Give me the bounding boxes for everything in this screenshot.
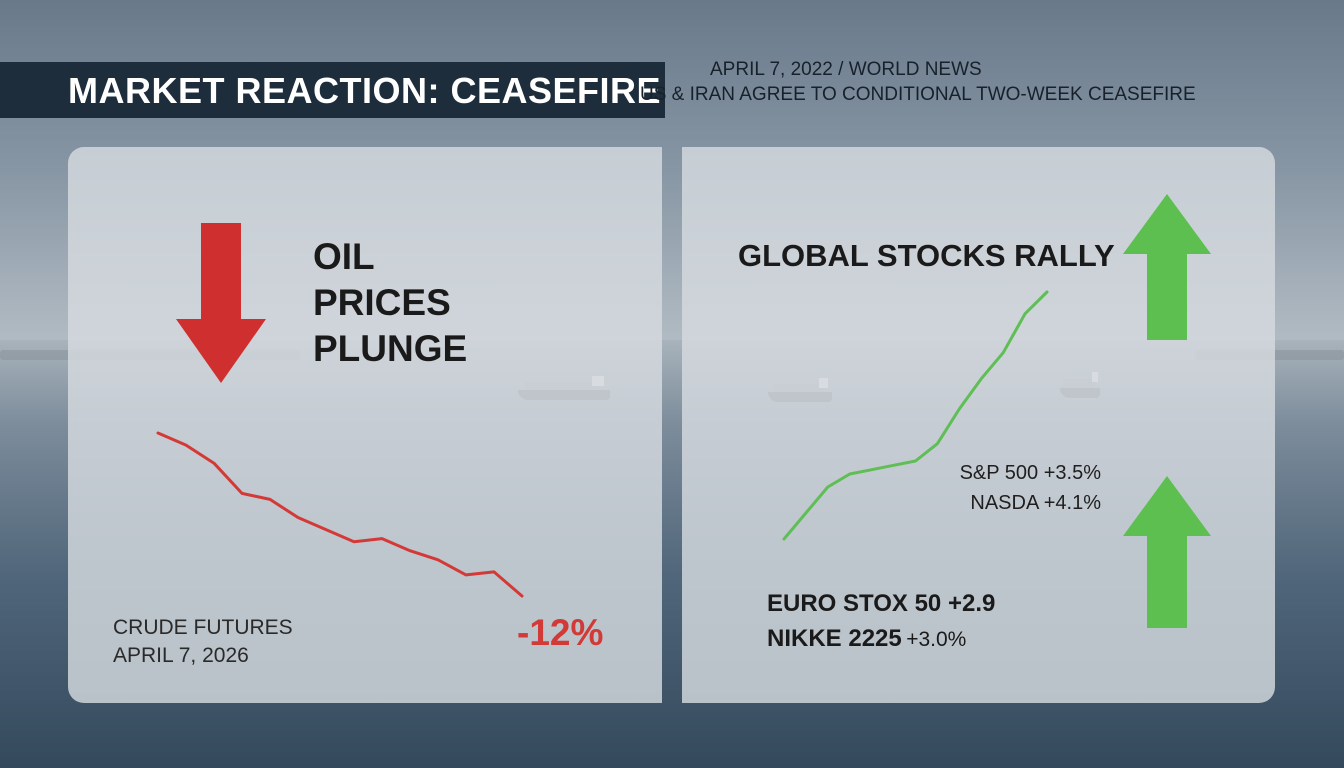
title-bar bbox=[0, 62, 665, 118]
oil-panel bbox=[68, 147, 662, 703]
sp500-change: S&P 500 +3.5% bbox=[959, 462, 1101, 484]
oil-headline-line: OIL bbox=[313, 236, 375, 277]
intl-indices: EURO STOX 50 +2.9 NIKKE 2225 +3.0% bbox=[767, 588, 995, 658]
up-arrow-icon bbox=[1123, 194, 1211, 340]
oil-headline-line: PRICES bbox=[313, 282, 451, 323]
oil-change-value: -12% bbox=[517, 612, 604, 653]
stock-index-chart bbox=[782, 290, 1049, 541]
stocks-headline: GLOBAL STOCKS RALLY bbox=[738, 238, 1115, 273]
news-headline: US & IRAN AGREE TO CONDITIONAL TWO-WEEK … bbox=[640, 84, 1196, 105]
nikkei-name: NIKKE 2225 bbox=[767, 625, 902, 652]
oil-headline-line: PLUNGE bbox=[313, 328, 468, 369]
crude-futures-title: CRUDE FUTURES bbox=[113, 616, 293, 639]
oil-series-line bbox=[156, 431, 524, 598]
oil-headline: OIL PRICES PLUNGE bbox=[313, 234, 467, 372]
stocks-series-line bbox=[782, 290, 1049, 541]
oil-price-chart bbox=[156, 431, 524, 598]
nasdaq-change: NASDA +4.1% bbox=[970, 492, 1101, 514]
us-indices: S&P 500 +3.5% NASDA +4.1% bbox=[955, 458, 1101, 518]
crude-futures-date: APRIL 7, 2026 bbox=[113, 644, 249, 667]
dateline: APRIL 7, 2022 / WORLD NEWS bbox=[710, 59, 982, 80]
down-arrow-icon bbox=[176, 223, 266, 383]
nikkei-change: +3.0% bbox=[906, 628, 967, 651]
euro-stoxx-change: EURO STOX 50 +2.9 bbox=[767, 590, 996, 617]
crude-futures-label: CRUDE FUTURES APRIL 7, 2026 bbox=[113, 614, 293, 670]
page-title: MARKET REACTION: CEASEFIRE bbox=[68, 70, 662, 111]
up-arrow-icon bbox=[1123, 476, 1211, 628]
